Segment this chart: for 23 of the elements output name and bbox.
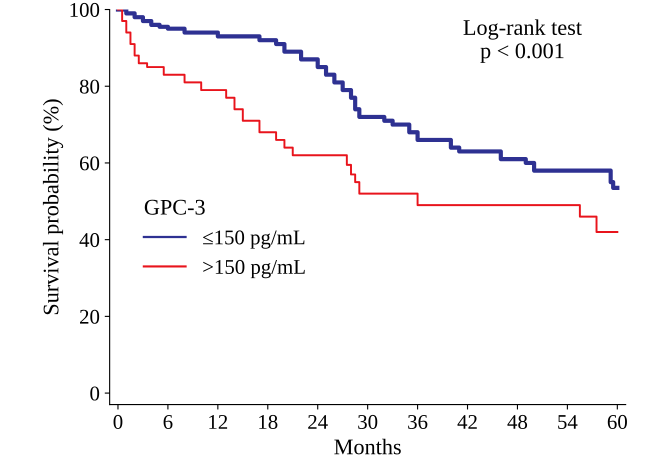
x-axis-title: Months: [334, 438, 401, 454]
y-tick-label: 60: [80, 156, 100, 170]
x-tick-label: 6: [164, 414, 172, 429]
y-tick-label: 0: [90, 386, 100, 401]
y-tick-label: 40: [80, 233, 100, 248]
legend-label: ≤150 pg/mL: [203, 230, 304, 249]
y-tick-label: 80: [80, 80, 100, 94]
x-tick-label: 42: [458, 414, 477, 429]
x-tick-label: 24: [308, 414, 328, 429]
x-tick-label: 54: [558, 415, 578, 429]
annotation: Log-rank test p < 0.001: [464, 19, 582, 63]
y-tick-label: 20: [80, 310, 100, 324]
legend-title: GPC-3: [144, 200, 205, 215]
x-tick-label: 36: [408, 414, 428, 429]
legend-label: >150 pg/mL: [203, 260, 305, 278]
y-tick-label: 100: [70, 2, 100, 17]
x-tick-label: 12: [209, 414, 228, 429]
y-axis-title: Survival probability (%): [42, 99, 64, 314]
x-tick-label: 60: [608, 414, 627, 429]
x-tick-label: 18: [259, 414, 278, 429]
x-tick-label: 30: [358, 414, 378, 429]
x-tick-label: 0: [114, 414, 122, 429]
x-tick-label: 48: [507, 414, 528, 429]
